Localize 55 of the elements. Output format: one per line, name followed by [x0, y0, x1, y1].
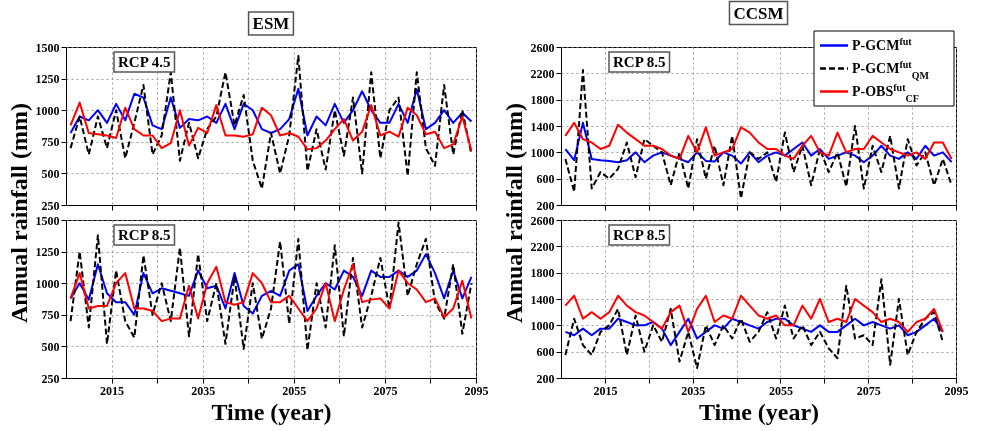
line-series — [69, 101, 473, 152]
y-tick-label: 1500 — [35, 40, 60, 55]
line-series — [564, 278, 944, 370]
y-axis-title: Annual rainfall (mm) — [5, 102, 32, 324]
y-tick-label: 1250 — [35, 245, 60, 260]
y-tick-label: 200 — [536, 371, 555, 386]
line-series — [69, 54, 473, 190]
x-tick-label: 2095 — [464, 383, 489, 398]
y-tick-label: 500 — [41, 339, 60, 354]
annotation: RCP 8.5 — [613, 227, 666, 243]
y-tick-label: 1000 — [530, 318, 555, 333]
line-series — [564, 294, 944, 333]
x-tick-label: 2075 — [856, 383, 881, 398]
y-tick-label: 1400 — [530, 292, 555, 307]
y-tick-label: 1400 — [530, 119, 555, 134]
x-axis-title: Time (year) — [211, 398, 332, 425]
y-tick-label: 2600 — [530, 213, 555, 228]
chart-title: CCSM — [733, 3, 784, 23]
line-series — [69, 87, 473, 137]
chart-title: ESM — [252, 14, 290, 33]
y-tick-label: 1000 — [530, 145, 555, 160]
y-tick-label: 2200 — [530, 66, 555, 81]
y-tick-label: 250 — [41, 371, 60, 386]
line-series — [564, 317, 944, 347]
x-tick-label: 2095 — [944, 383, 969, 398]
y-tick-label: 1250 — [35, 72, 60, 87]
annotation: RCP 8.5 — [613, 54, 666, 70]
x-tick-label: 2055 — [282, 383, 307, 398]
x-tick-label: 2075 — [373, 383, 398, 398]
y-tick-label: 1800 — [530, 93, 555, 108]
y-tick-label: 1500 — [35, 213, 60, 228]
x-tick-label: 2055 — [768, 383, 793, 398]
y-tick-label: 250 — [41, 198, 60, 213]
line-series — [69, 263, 473, 323]
y-tick-label: 2600 — [530, 40, 555, 55]
y-tick-label: 750 — [41, 308, 60, 323]
y-tick-label: 1000 — [35, 276, 60, 291]
x-tick-label: 2015 — [593, 383, 618, 398]
y-axis-title: Annual rainfall (mm) — [500, 102, 527, 324]
annotation: RCP 8.5 — [118, 227, 171, 243]
y-tick-label: 1000 — [35, 103, 60, 118]
line-series — [69, 253, 473, 316]
legend-label: P-GCM$^{fut}$ — [852, 35, 913, 53]
y-tick-label: 500 — [41, 166, 60, 181]
annotation: RCP 4.5 — [118, 54, 171, 70]
y-tick-label: 200 — [536, 198, 555, 213]
x-tick-label: 2035 — [681, 383, 706, 398]
x-axis-title: Time (year) — [698, 398, 820, 425]
y-tick-label: 750 — [41, 135, 60, 150]
x-tick-label: 2035 — [191, 383, 216, 398]
y-tick-label: 600 — [536, 345, 555, 360]
y-tick-label: 1800 — [530, 266, 555, 281]
y-tick-label: 600 — [536, 172, 555, 187]
x-tick-label: 2015 — [100, 383, 125, 398]
y-tick-label: 2200 — [530, 239, 555, 254]
